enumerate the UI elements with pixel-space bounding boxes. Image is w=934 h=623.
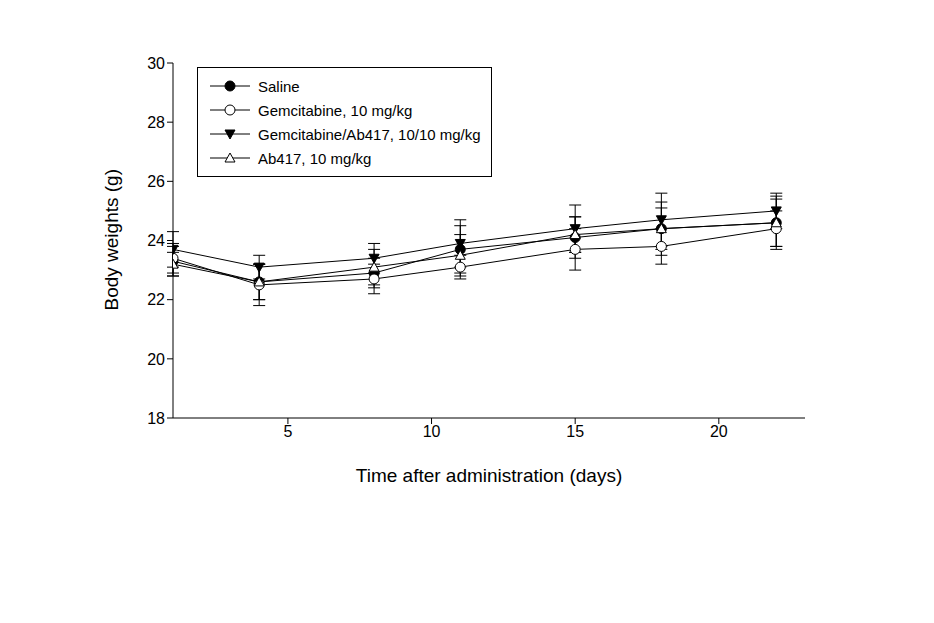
svg-text:22: 22 [147,291,165,308]
svg-text:15: 15 [566,423,584,440]
html-text:Gemcitabine, 10 mg/kg: Gemcitabine, 10 mg/kg [258,101,413,119]
svg-text:20: 20 [147,351,165,368]
svg-text:5: 5 [283,423,292,440]
html-text:Gemcitabine/Ab417, 10/10 mg/kg: Gemcitabine/Ab417, 10/10 mg/kg [258,125,481,143]
svg-text:30: 30 [147,55,165,72]
svg-text:Body weights (g): Body weights (g) [101,169,122,311]
svg-text:Time after administration (day: Time after administration (days) [356,465,622,486]
svg-text:20: 20 [710,423,728,440]
svg-text:18: 18 [147,410,165,427]
html-text:Saline: Saline [258,77,300,95]
svg-text:28: 28 [147,114,165,131]
svg-text:24: 24 [147,232,165,249]
html-text:Ab417, 10 mg/kg: Ab417, 10 mg/kg [258,149,372,167]
svg-text:26: 26 [147,173,165,190]
svg-text:10: 10 [423,423,441,440]
